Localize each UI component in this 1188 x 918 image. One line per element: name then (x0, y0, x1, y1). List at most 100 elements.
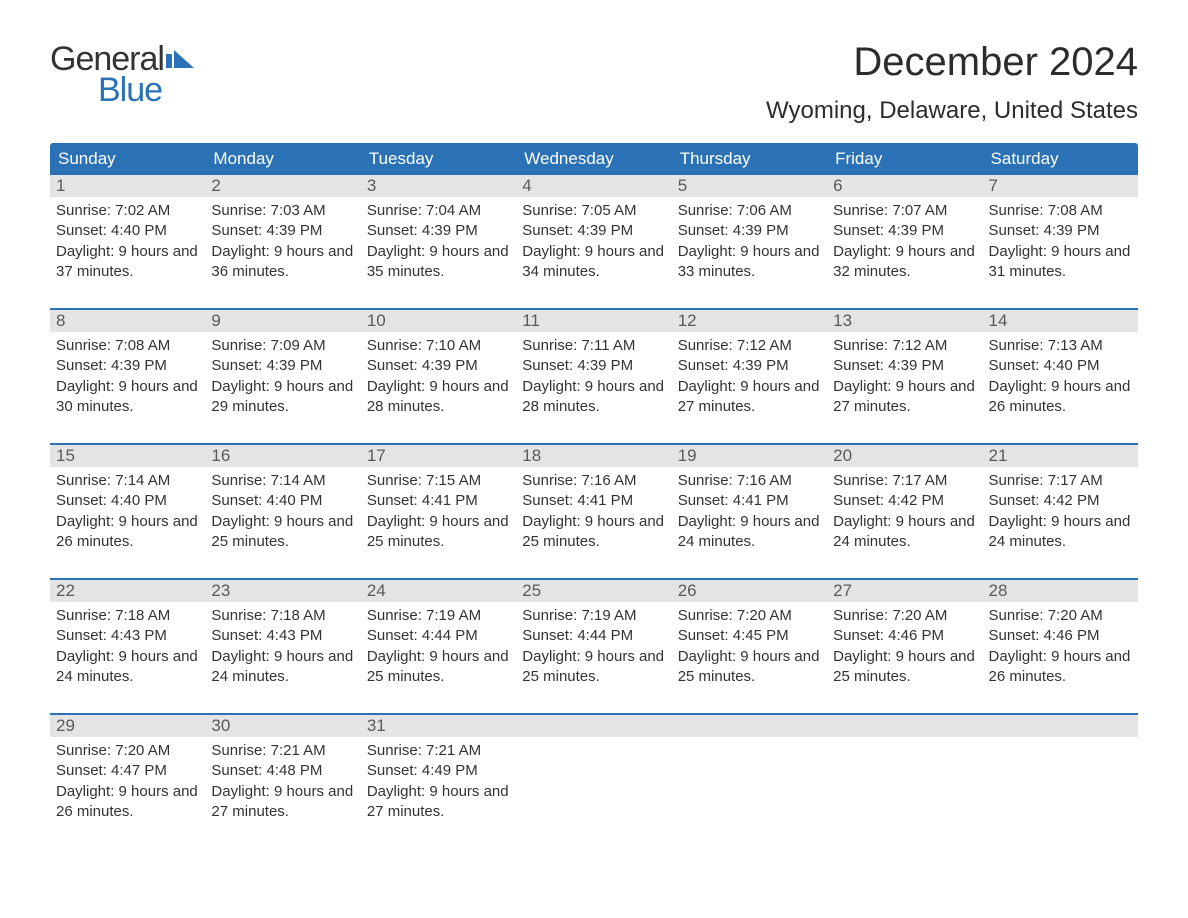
dayname: Tuesday (361, 143, 516, 175)
daylight-line: Daylight: 9 hours and 33 minutes. (678, 242, 821, 283)
sunset-line: Sunset: 4:42 PM (833, 491, 976, 511)
week-row: 22Sunrise: 7:18 AMSunset: 4:43 PMDayligh… (50, 578, 1138, 697)
daylight-line: Daylight: 9 hours and 24 minutes. (211, 647, 354, 688)
daylight-label: Daylight: (833, 243, 896, 260)
daylight-label: Daylight: (833, 378, 896, 395)
day-cell: 21Sunrise: 7:17 AMSunset: 4:42 PMDayligh… (983, 445, 1138, 562)
daylight-line: Daylight: 9 hours and 28 minutes. (367, 377, 510, 418)
day-body: Sunrise: 7:12 AMSunset: 4:39 PMDaylight:… (827, 332, 982, 427)
sunset-value: 4:39 PM (888, 222, 944, 239)
day-body: Sunrise: 7:21 AMSunset: 4:48 PMDaylight:… (205, 737, 360, 832)
day-cell: 30Sunrise: 7:21 AMSunset: 4:48 PMDayligh… (205, 715, 360, 832)
sunset-line: Sunset: 4:48 PM (211, 761, 354, 781)
day-body: Sunrise: 7:09 AMSunset: 4:39 PMDaylight:… (205, 332, 360, 427)
sunrise-value: 7:14 AM (271, 472, 326, 489)
daylight-label: Daylight: (56, 513, 119, 530)
dayname: Sunday (50, 143, 205, 175)
day-number: 29 (50, 715, 205, 737)
dayname: Wednesday (516, 143, 671, 175)
sunset-line: Sunset: 4:39 PM (833, 221, 976, 241)
sunset-line: Sunset: 4:43 PM (56, 626, 199, 646)
sunrise-value: 7:16 AM (581, 472, 636, 489)
day-cell: 7Sunrise: 7:08 AMSunset: 4:39 PMDaylight… (983, 175, 1138, 292)
daylight-label: Daylight: (56, 243, 119, 260)
day-cell: 31Sunrise: 7:21 AMSunset: 4:49 PMDayligh… (361, 715, 516, 832)
sunrise-value: 7:08 AM (115, 337, 170, 354)
daylight-line: Daylight: 9 hours and 25 minutes. (367, 647, 510, 688)
week-row: 15Sunrise: 7:14 AMSunset: 4:40 PMDayligh… (50, 443, 1138, 562)
daylight-label: Daylight: (211, 648, 274, 665)
day-body: Sunrise: 7:13 AMSunset: 4:40 PMDaylight:… (983, 332, 1138, 427)
daylight-line: Daylight: 9 hours and 25 minutes. (522, 647, 665, 688)
location: Wyoming, Delaware, United States (766, 97, 1138, 125)
sunset-label: Sunset: (367, 762, 422, 779)
sunrise-label: Sunrise: (56, 607, 115, 624)
sunrise-value: 7:19 AM (426, 607, 481, 624)
day-body: Sunrise: 7:19 AMSunset: 4:44 PMDaylight:… (361, 602, 516, 697)
sunrise-label: Sunrise: (522, 337, 581, 354)
sunrise-line: Sunrise: 7:04 AM (367, 201, 510, 221)
day-number: 26 (672, 580, 827, 602)
day-number: 7 (983, 175, 1138, 197)
day-cell: 10Sunrise: 7:10 AMSunset: 4:39 PMDayligh… (361, 310, 516, 427)
daylight-line: Daylight: 9 hours and 26 minutes. (989, 377, 1132, 418)
sunset-label: Sunset: (833, 492, 888, 509)
sunset-label: Sunset: (211, 627, 266, 644)
sunset-line: Sunset: 4:40 PM (56, 221, 199, 241)
sunset-value: 4:47 PM (111, 762, 167, 779)
daylight-label: Daylight: (989, 243, 1052, 260)
sunset-label: Sunset: (678, 492, 733, 509)
daylight-label: Daylight: (56, 378, 119, 395)
sunset-line: Sunset: 4:47 PM (56, 761, 199, 781)
day-cell: 6Sunrise: 7:07 AMSunset: 4:39 PMDaylight… (827, 175, 982, 292)
day-body: Sunrise: 7:08 AMSunset: 4:39 PMDaylight:… (50, 332, 205, 427)
daylight-line: Daylight: 9 hours and 28 minutes. (522, 377, 665, 418)
sunset-value: 4:41 PM (577, 492, 633, 509)
sunset-label: Sunset: (56, 492, 111, 509)
day-cell: 25Sunrise: 7:19 AMSunset: 4:44 PMDayligh… (516, 580, 671, 697)
sunrise-value: 7:17 AM (892, 472, 947, 489)
daylight-label: Daylight: (56, 648, 119, 665)
day-cell: 26Sunrise: 7:20 AMSunset: 4:45 PMDayligh… (672, 580, 827, 697)
sunset-line: Sunset: 4:39 PM (56, 356, 199, 376)
day-cell: 22Sunrise: 7:18 AMSunset: 4:43 PMDayligh… (50, 580, 205, 697)
day-body: Sunrise: 7:10 AMSunset: 4:39 PMDaylight:… (361, 332, 516, 427)
day-number: 27 (827, 580, 982, 602)
sunrise-value: 7:05 AM (581, 202, 636, 219)
sunrise-value: 7:20 AM (737, 607, 792, 624)
sunrise-line: Sunrise: 7:10 AM (367, 336, 510, 356)
sunrise-line: Sunrise: 7:07 AM (833, 201, 976, 221)
sunset-value: 4:40 PM (266, 492, 322, 509)
daylight-line: Daylight: 9 hours and 24 minutes. (989, 512, 1132, 553)
sunrise-value: 7:18 AM (271, 607, 326, 624)
day-body: Sunrise: 7:21 AMSunset: 4:49 PMDaylight:… (361, 737, 516, 832)
daylight-label: Daylight: (833, 513, 896, 530)
day-cell: 19Sunrise: 7:16 AMSunset: 4:41 PMDayligh… (672, 445, 827, 562)
daylight-label: Daylight: (833, 648, 896, 665)
sunset-label: Sunset: (56, 357, 111, 374)
sunrise-label: Sunrise: (833, 202, 892, 219)
daylight-line: Daylight: 9 hours and 36 minutes. (211, 242, 354, 283)
daylight-label: Daylight: (522, 243, 585, 260)
sunset-value: 4:39 PM (266, 222, 322, 239)
day-number: 18 (516, 445, 671, 467)
day-number (672, 715, 827, 737)
day-body: Sunrise: 7:16 AMSunset: 4:41 PMDaylight:… (516, 467, 671, 562)
week-row: 8Sunrise: 7:08 AMSunset: 4:39 PMDaylight… (50, 308, 1138, 427)
sunrise-label: Sunrise: (211, 607, 270, 624)
sunrise-value: 7:20 AM (892, 607, 947, 624)
daylight-label: Daylight: (989, 378, 1052, 395)
sunrise-label: Sunrise: (989, 202, 1048, 219)
day-number (827, 715, 982, 737)
day-number (983, 715, 1138, 737)
daylight-line: Daylight: 9 hours and 25 minutes. (522, 512, 665, 553)
sunset-label: Sunset: (367, 357, 422, 374)
day-cell: 13Sunrise: 7:12 AMSunset: 4:39 PMDayligh… (827, 310, 982, 427)
sunset-line: Sunset: 4:49 PM (367, 761, 510, 781)
day-cell: 20Sunrise: 7:17 AMSunset: 4:42 PMDayligh… (827, 445, 982, 562)
sunrise-line: Sunrise: 7:19 AM (522, 606, 665, 626)
sunrise-label: Sunrise: (989, 607, 1048, 624)
daylight-label: Daylight: (678, 378, 741, 395)
day-body: Sunrise: 7:18 AMSunset: 4:43 PMDaylight:… (205, 602, 360, 697)
daylight-line: Daylight: 9 hours and 26 minutes. (56, 782, 199, 823)
